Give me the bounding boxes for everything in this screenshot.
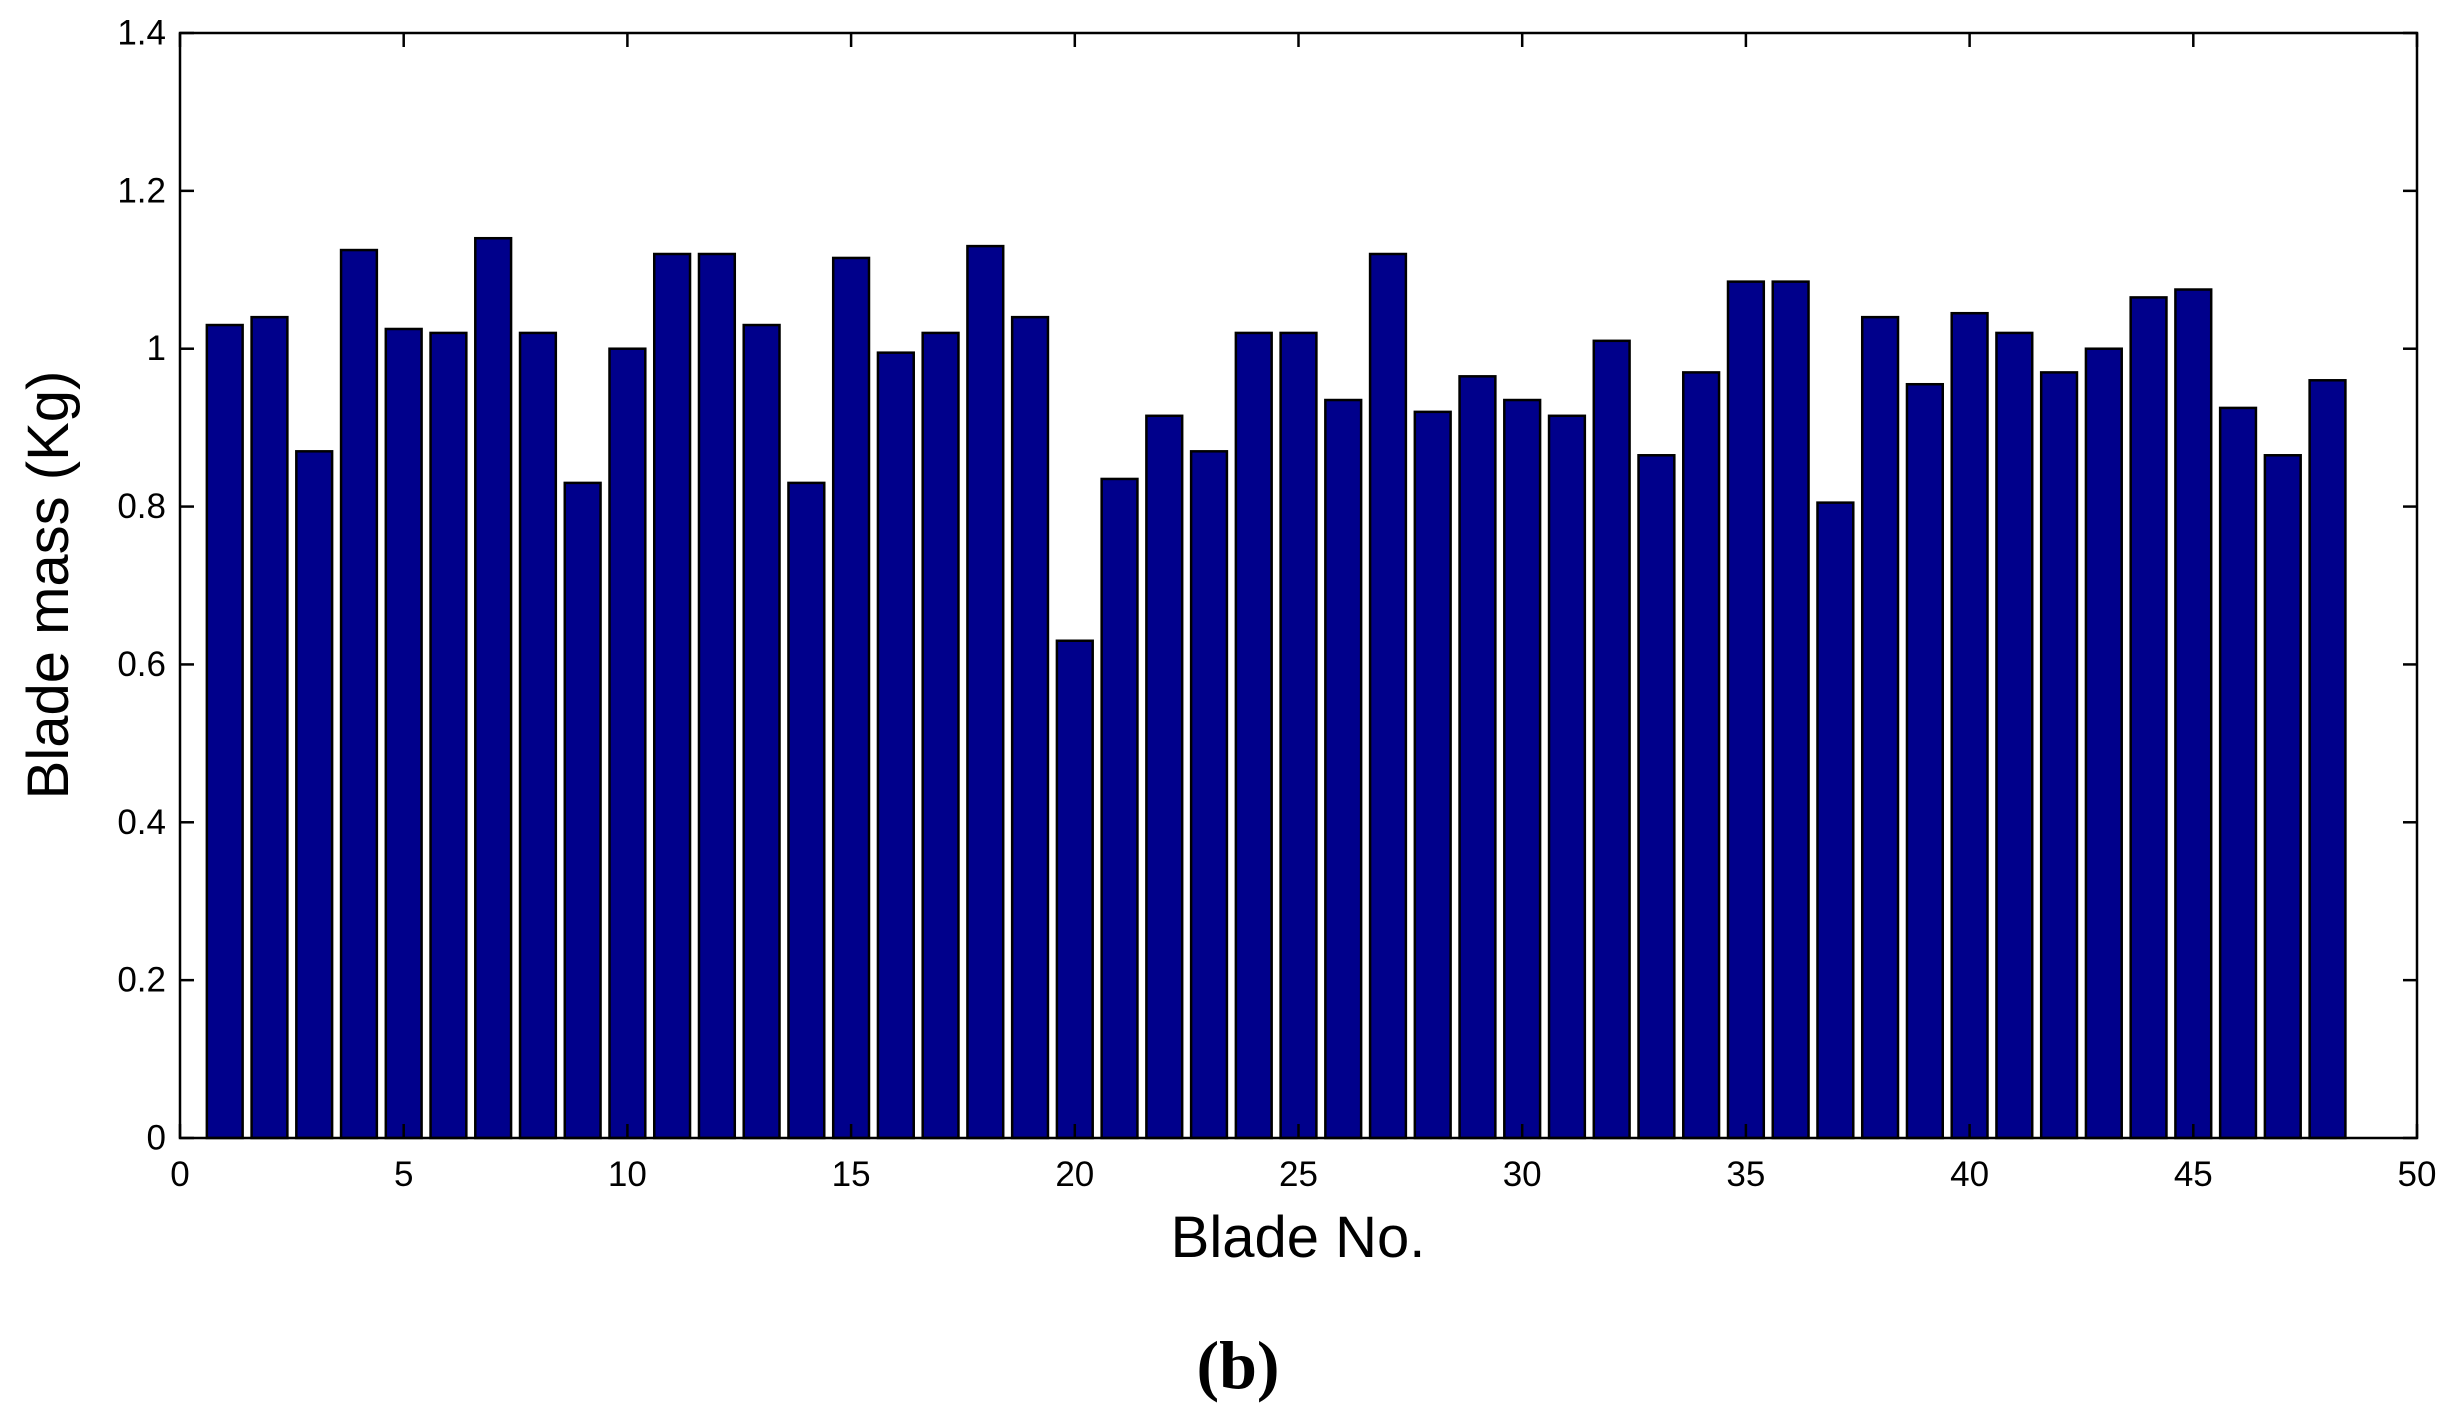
x-tick-label: 25 — [1279, 1155, 1318, 1194]
bar-blade-45 — [2174, 288, 2213, 1140]
bar-blade-14 — [787, 481, 826, 1140]
bar-blade-42 — [2039, 371, 2079, 1140]
bar-blade-7 — [474, 236, 513, 1140]
bar-blade-41 — [1995, 331, 2034, 1140]
bar-blade-25 — [1279, 331, 1318, 1140]
plot-frame — [178, 31, 2419, 1140]
y-tick-label: 1.4 — [117, 14, 166, 53]
bar-blade-27 — [1368, 252, 1408, 1140]
bar-blade-19 — [1010, 315, 1050, 1140]
bars-group — [205, 236, 2347, 1140]
bar-blade-20 — [1055, 639, 1094, 1140]
x-tick-label: 5 — [394, 1155, 413, 1194]
y-tick-label: 1 — [147, 329, 166, 368]
bar-blade-32 — [1592, 339, 1631, 1140]
bar-blade-26 — [1324, 398, 1363, 1140]
bar-blade-6 — [429, 331, 468, 1140]
x-tick-label: 10 — [608, 1155, 647, 1194]
bar-blade-23 — [1189, 450, 1229, 1140]
bar-blade-31 — [1547, 414, 1587, 1140]
x-tick-label: 30 — [1503, 1155, 1542, 1194]
bar-blade-17 — [921, 331, 960, 1140]
y-tick-label: 0 — [147, 1119, 166, 1158]
bar-blade-35 — [1726, 280, 1766, 1140]
bar-blade-16 — [876, 351, 915, 1140]
y-tick-label: 0.8 — [117, 487, 166, 526]
bar-blade-12 — [697, 252, 737, 1140]
bar-blade-34 — [1682, 371, 1721, 1140]
bar-blade-38 — [1860, 315, 1900, 1140]
bar-blade-15 — [831, 256, 871, 1140]
y-tick-label: 0.4 — [117, 803, 166, 842]
x-tick-label: 40 — [1950, 1155, 1989, 1194]
x-tick-label: 45 — [2174, 1155, 2213, 1194]
x-axis-label: Blade No. — [1171, 1205, 1426, 1270]
bar-blade-9 — [563, 481, 602, 1140]
bar-blade-24 — [1234, 331, 1273, 1140]
x-tick-label: 0 — [170, 1155, 189, 1194]
bar-blade-10 — [608, 347, 647, 1140]
y-axis-label: Blade mass (Kg) — [16, 371, 81, 800]
bar-blade-28 — [1413, 410, 1452, 1140]
bar-blade-21 — [1100, 477, 1139, 1140]
bar-blade-18 — [966, 244, 1005, 1140]
bar-blade-4 — [339, 248, 379, 1140]
bar-blade-22 — [1145, 414, 1184, 1140]
bar-blade-8 — [518, 331, 558, 1140]
bar-blade-11 — [652, 252, 692, 1140]
ticks-group: 0 5 10 15 20 25 30 35 40 45 50 0 0.2 0.4 0.6 0.8 1 1.2 1.4 — [117, 14, 2436, 1195]
bar-blade-1 — [205, 323, 244, 1140]
bar-blade-43 — [2084, 347, 2123, 1140]
y-tick-label: 0.2 — [117, 961, 166, 1000]
bar-blade-2 — [250, 315, 289, 1140]
bar-blade-13 — [742, 323, 781, 1140]
bar-blade-36 — [1771, 280, 1810, 1140]
bar-blade-37 — [1816, 501, 1855, 1140]
bar-blade-44 — [2129, 296, 2168, 1140]
y-tick-label: 0.6 — [117, 645, 166, 684]
bar-blade-33 — [1637, 454, 1676, 1140]
bar-blade-46 — [2218, 406, 2258, 1140]
x-tick-label: 20 — [1055, 1155, 1094, 1194]
bar-blade-5 — [384, 327, 423, 1140]
bar-blade-48 — [2308, 379, 2347, 1140]
y-tick-label: 1.2 — [117, 171, 166, 210]
x-tick-label: 50 — [2398, 1155, 2437, 1194]
x-tick-label: 15 — [832, 1155, 871, 1194]
panel-label: (b) — [1196, 1327, 1279, 1403]
bar-blade-47 — [2263, 454, 2302, 1140]
bar-blade-30 — [1503, 398, 1542, 1140]
x-tick-label: 35 — [1726, 1155, 1765, 1194]
bar-blade-39 — [1905, 382, 1945, 1140]
bar-blade-40 — [1950, 311, 1989, 1140]
bar-blade-29 — [1458, 375, 1497, 1140]
bar-blade-3 — [295, 450, 334, 1140]
